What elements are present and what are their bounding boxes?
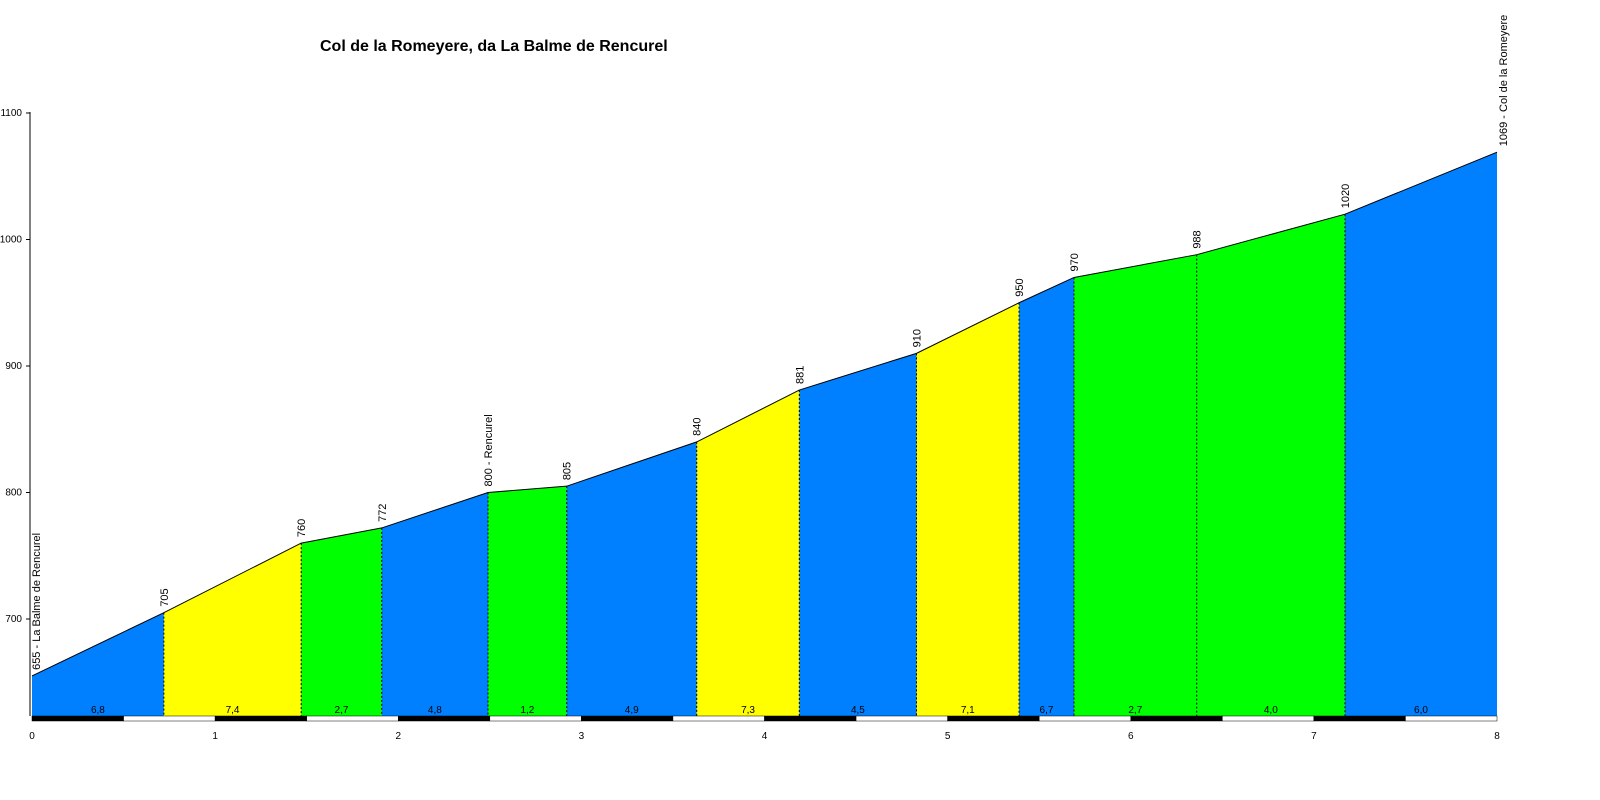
km-band-light — [306, 715, 399, 722]
grade-segment — [916, 302, 1020, 716]
elevation-label: 760 — [296, 519, 308, 537]
grade-segment — [1345, 152, 1497, 717]
grade-label: 4,0 — [1264, 705, 1278, 716]
elevation-label: 805 — [562, 462, 574, 480]
km-band-dark — [947, 715, 1040, 722]
grade-segment — [1196, 214, 1346, 716]
grade-label: 2,7 — [335, 705, 349, 716]
y-tick-label: 700 — [5, 614, 22, 625]
elevation-label: 1069 - Col de la Romeyere — [1498, 15, 1510, 146]
grade-label: 6,7 — [1040, 705, 1054, 716]
elevation-labels: 655 - La Balme de Rencurel 705 760 772 800 -… — [31, 15, 1510, 670]
elevation-label: 881 — [794, 366, 806, 384]
km-band-dark — [1130, 715, 1223, 722]
km-band-dark — [31, 715, 124, 722]
x-tick-label: 0 — [29, 731, 35, 742]
grade-label: 7,3 — [741, 705, 755, 716]
km-band-dark — [581, 715, 674, 722]
grade-segment — [1073, 254, 1197, 716]
grade-segment — [487, 486, 567, 716]
elevation-label: 705 — [159, 588, 171, 606]
elevation-label: 950 — [1014, 278, 1026, 296]
elevation-label: 840 — [692, 418, 704, 436]
elevation-label: 772 — [377, 504, 389, 522]
grade-segment — [799, 353, 917, 716]
km-band-light — [489, 715, 582, 722]
grade-label: 2,7 — [1128, 705, 1142, 716]
grade-label: 6,8 — [91, 705, 105, 716]
grade-label: 4,5 — [851, 705, 865, 716]
km-band-dark — [398, 715, 491, 722]
elevation-label: 655 - La Balme de Rencurel — [31, 533, 43, 670]
elevation-label: 910 — [911, 329, 923, 347]
grade-label: 4,9 — [625, 705, 639, 716]
grade-label: 7,1 — [961, 705, 975, 716]
grade-segment — [301, 527, 382, 716]
x-tick-label: 8 — [1494, 731, 1500, 742]
grade-label: 7,4 — [226, 705, 240, 716]
km-band-dark — [214, 715, 307, 722]
y-tick-label: 900 — [5, 361, 22, 372]
grade-segment — [32, 612, 164, 716]
km-band-light — [1038, 715, 1131, 722]
km-band-dark — [764, 715, 857, 722]
elevation-label: 988 — [1192, 230, 1204, 248]
x-tick-label: 3 — [579, 731, 585, 742]
km-band-light — [855, 715, 948, 722]
km-band-light — [1405, 715, 1498, 722]
grade-segment — [566, 441, 697, 716]
grade-segment — [381, 492, 488, 716]
chart-title: Col de la Romeyere, da La Balme de Rencu… — [320, 38, 668, 55]
grade-label: 6,0 — [1414, 705, 1428, 716]
x-tick-label: 4 — [762, 731, 768, 742]
grade-segments: 6,8 7,4 2,7 4,8 1,2 4,9 7,3 4,5 7,1 6,7 2,7 4,0 6,0 — [32, 152, 1497, 717]
elevation-label: 800 - Rencurel — [483, 414, 495, 486]
y-tick-label: 800 — [5, 488, 22, 499]
x-tick-label: 5 — [945, 731, 951, 742]
grade-label: 4,8 — [428, 705, 442, 716]
elevation-label: 970 — [1069, 253, 1081, 271]
grade-segment — [163, 543, 302, 716]
km-band-light — [672, 715, 765, 722]
axes: 700 800 900 1000 1100 0 1 2 3 4 5 6 7 8 — [0, 108, 1500, 742]
km-band-light — [1222, 715, 1315, 722]
elevation-label: 1020 — [1340, 184, 1352, 208]
x-tick-label: 1 — [212, 731, 218, 742]
x-tick-label: 7 — [1311, 731, 1317, 742]
y-tick-label: 1100 — [0, 108, 22, 119]
grade-segment — [1019, 277, 1074, 716]
profile-line — [31, 151, 1498, 677]
x-tick-label: 6 — [1128, 731, 1134, 742]
km-band-dark — [1313, 715, 1406, 722]
grade-segment — [696, 390, 800, 716]
x-tick-label: 2 — [395, 731, 401, 742]
km-band-light — [123, 715, 216, 722]
y-tick-label: 1000 — [0, 235, 22, 246]
profile-outline — [31, 151, 1498, 677]
grade-label: 1,2 — [520, 705, 534, 716]
